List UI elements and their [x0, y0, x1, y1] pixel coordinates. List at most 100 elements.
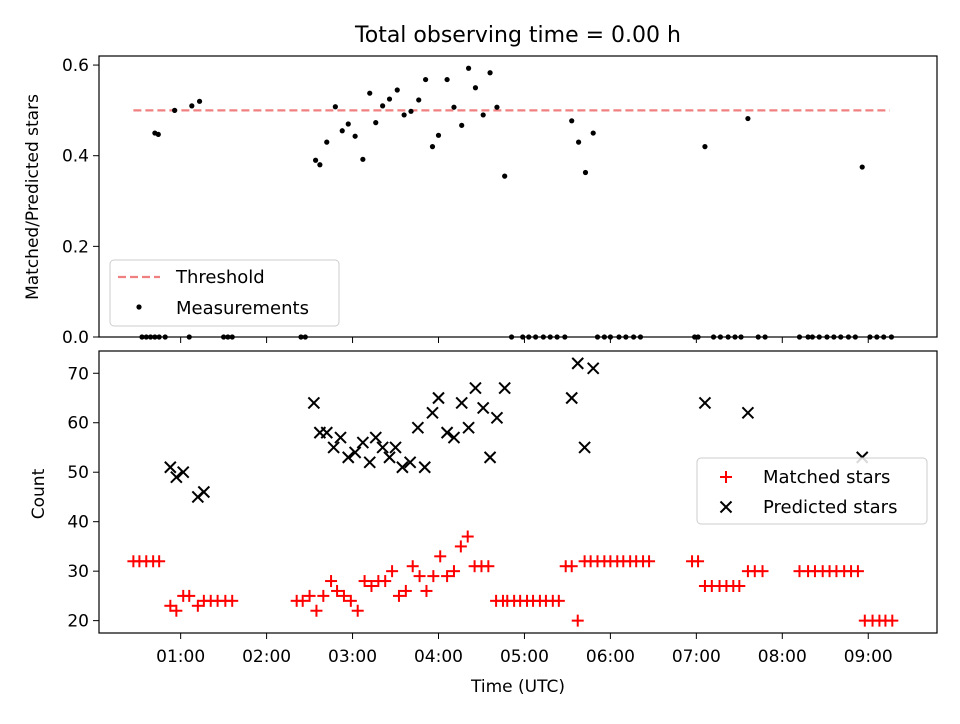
matched-star-point — [164, 599, 177, 612]
measurement-point — [345, 121, 351, 127]
matched-star-point — [552, 594, 565, 607]
measurement-point — [416, 97, 422, 103]
count-x-tick-label: 09:00 — [844, 647, 893, 667]
predicted-star-point — [483, 451, 497, 464]
predicted-star-point — [363, 456, 376, 469]
count-x-tick-label: 04:00 — [414, 647, 463, 667]
predicted-star-point — [565, 391, 578, 405]
matched-legend-swatch — [720, 471, 732, 483]
measurement-point — [367, 90, 373, 96]
matched-star-point — [643, 555, 656, 568]
count-x-tick-label: 08:00 — [758, 647, 807, 667]
predicted-star-point — [403, 456, 417, 469]
measurement-point — [582, 169, 589, 176]
figure-title: Total observing time = 0.00 h — [354, 23, 681, 48]
matched-star-point — [392, 589, 405, 602]
count-plot-frame — [98, 350, 938, 634]
ratio-panel: Matched/Predicted stars 0.0 0.2 0.4 0.6 Thr… — [23, 55, 938, 348]
predicted-legend-marker — [719, 500, 733, 514]
measurement-point — [487, 70, 493, 76]
matched-star-point — [358, 575, 371, 588]
measurement-point — [494, 104, 500, 110]
matched-star-point — [399, 584, 412, 597]
predicted-star-point — [170, 470, 183, 484]
predicted-star-point — [197, 485, 211, 499]
matched-star-point — [461, 530, 474, 543]
predicted-star-point — [455, 396, 468, 410]
matched-star-point — [851, 565, 864, 578]
matched-star-point — [427, 570, 440, 583]
ratio-legend-box — [109, 259, 340, 327]
measurement-point — [196, 98, 203, 104]
count-y-tick-label: 60 — [67, 414, 89, 434]
measurement-point — [702, 144, 708, 150]
matched-star-point — [344, 594, 357, 607]
measurement-point — [590, 130, 596, 136]
ratio-x-ticks — [180, 337, 869, 343]
measurements-legend-label: Measurements — [176, 298, 309, 319]
measurement-point — [155, 131, 161, 138]
matched-star-point — [379, 575, 392, 588]
matched-star-point — [337, 589, 350, 602]
measurement-point — [373, 120, 379, 126]
matched-star-point — [692, 555, 705, 568]
count-legend-box — [696, 457, 928, 525]
predicted-star-point — [164, 461, 177, 474]
predicted-star-point — [383, 451, 396, 464]
measurements-legend-swatch — [136, 304, 142, 310]
ratio-y-tick-label: 0.6 — [62, 56, 89, 76]
count-y-tick-label: 30 — [67, 562, 89, 582]
matched-legend-label: Matched stars — [763, 467, 890, 488]
measurement-point — [569, 118, 575, 124]
predicted-star-point — [327, 441, 340, 454]
measurement-point — [352, 133, 358, 139]
count-x-tick-label: 01:00 — [156, 647, 205, 667]
matched-star-point — [191, 599, 204, 612]
measurement-point — [444, 76, 450, 83]
predicted-star-point — [177, 466, 190, 479]
count-y-axis-label: Count — [29, 468, 49, 519]
count-y-tick-label: 70 — [67, 364, 89, 384]
predicted-star-point — [476, 401, 490, 415]
measurement-point — [451, 104, 457, 110]
count-y-ticks: 20 30 40 50 60 70 — [67, 364, 99, 632]
count-x-tick-label: 05:00 — [500, 647, 549, 667]
measurement-point — [472, 85, 479, 91]
count-x-axis-label: Time (UTC) — [470, 677, 565, 697]
measurement-point — [189, 103, 195, 109]
ratio-plot-frame — [98, 55, 938, 338]
matched-legend-marker — [720, 471, 732, 483]
matched-star-point — [351, 604, 364, 617]
measurement-point — [502, 173, 508, 179]
measurement-point — [459, 122, 465, 128]
threshold-legend-label: Threshold — [175, 267, 265, 288]
predicted-star-point — [426, 406, 439, 420]
matched-star-point — [226, 594, 239, 607]
count-legend: Matched stars Predicted stars — [696, 457, 928, 525]
count-y-tick-label: 20 — [67, 612, 89, 632]
predicted-star-point — [389, 441, 402, 454]
predicted-star-point — [571, 357, 584, 370]
predicted-star-point — [411, 421, 425, 434]
measurement-point — [745, 115, 751, 122]
measurement-point — [380, 103, 386, 109]
matched-star-point — [420, 584, 433, 597]
predicted-star-point — [396, 461, 409, 474]
measurement-point — [859, 164, 865, 170]
matched-star-point — [153, 555, 166, 568]
matched-star-point — [331, 584, 344, 597]
measurement-point — [401, 112, 407, 118]
count-y-tick-label: 40 — [67, 513, 89, 533]
measurement-point — [408, 108, 414, 114]
ratio-y-tick-label: 0.0 — [62, 328, 89, 348]
matched-star-point — [571, 614, 584, 627]
predicted-star-point — [307, 396, 321, 410]
measurement-point — [386, 96, 393, 102]
count-x-ticks: 01:00 02:00 03:00 04:00 05:00 06:00 07:00 08:00… — [156, 633, 893, 667]
matched-star-point — [386, 565, 399, 578]
predicted-star-point — [440, 426, 454, 439]
measurement-point — [360, 156, 366, 162]
ratio-y-tick-label: 0.4 — [62, 147, 89, 167]
predicted-star-point — [586, 362, 600, 375]
